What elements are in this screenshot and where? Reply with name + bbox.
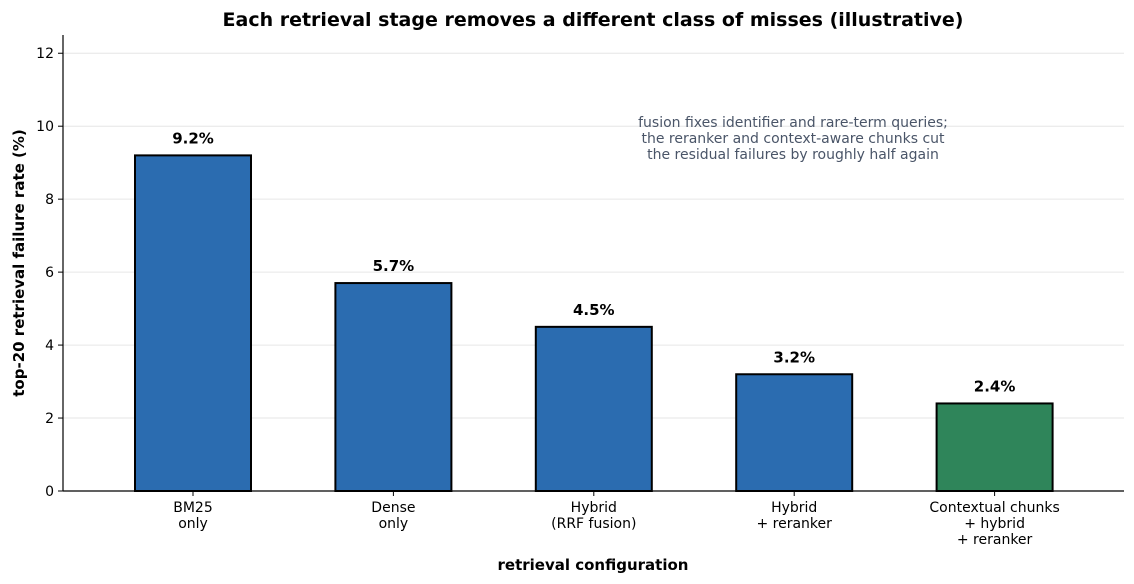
y-tick-label: 2	[45, 411, 54, 427]
x-axis-label: retrieval configuration	[498, 556, 689, 574]
bar-value-label: 3.2%	[773, 348, 815, 366]
bar-value-label: 4.5%	[573, 301, 615, 319]
y-tick-label: 10	[36, 119, 54, 135]
bar	[534, 325, 653, 492]
x-tick-label: Contextual chunks + hybrid + reranker	[929, 500, 1059, 548]
y-tick-label: 4	[45, 338, 54, 354]
annotation-text: fusion fixes identifier and rare-term qu…	[638, 115, 948, 163]
bar-value-label: 9.2%	[172, 129, 214, 147]
bar	[334, 282, 453, 492]
bar	[735, 373, 854, 493]
y-tick-label: 6	[45, 265, 54, 281]
y-ticks: 0 2 4 6 8 10 12	[36, 46, 63, 500]
x-tick-label: Hybrid (RRF fusion)	[551, 500, 636, 532]
bar	[935, 402, 1054, 492]
y-tick-label: 0	[45, 484, 54, 500]
bar-value-label: 5.7%	[373, 257, 415, 275]
bars	[134, 154, 1054, 493]
y-axis-label: top-20 retrieval failure rate (%)	[10, 129, 28, 396]
y-tick-label: 12	[36, 46, 54, 62]
x-tick-label: BM25 only	[173, 500, 213, 532]
y-tick-label: 8	[45, 192, 54, 208]
chart-title: Each retrieval stage removes a different…	[223, 9, 964, 31]
x-tick-label: Dense only	[371, 500, 415, 532]
x-tick-label: Hybrid + reranker	[756, 500, 832, 532]
x-ticks: BM25 only Dense only Hybrid (RRF fusion) Hybri…	[173, 491, 1060, 548]
data-labels: 9.2% 5.7% 4.5% 3.2% 2.4%	[172, 129, 1015, 395]
bar-value-label: 2.4%	[974, 377, 1016, 395]
bar	[134, 154, 252, 492]
